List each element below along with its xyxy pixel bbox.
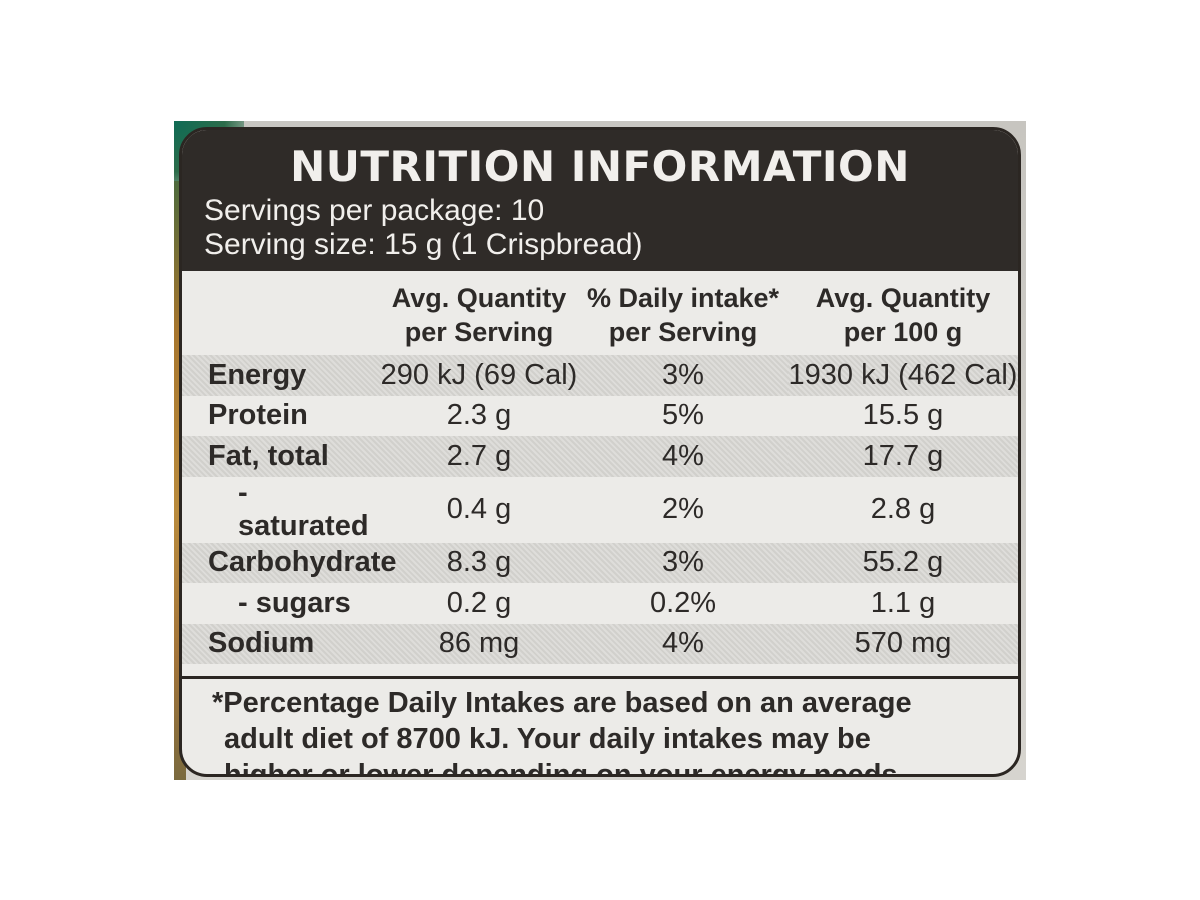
per-serving-value: 0.2 g: [446, 586, 512, 619]
header-line: Avg. Quantity: [391, 283, 567, 313]
table-row-sugars: - sugars 0.2 g 0.2% 1.1 g: [182, 583, 1018, 624]
footnote-line: adult diet of 8700 kJ. Your daily intake…: [224, 723, 871, 755]
daily-intake-value: 4%: [578, 623, 788, 664]
per-100g-value: 1930 kJ (462 Cal): [788, 355, 1018, 396]
panel-title: NUTRITION INFORMATION: [290, 142, 910, 191]
daily-intake-value: 3%: [578, 355, 788, 396]
nutrient-name: Fat, total: [182, 436, 380, 477]
serving-size: Serving size: 15 g (1 Crispbread): [204, 228, 643, 261]
header-line: % Daily intake*: [586, 283, 780, 313]
header-line: per Serving: [608, 317, 758, 347]
nutrient-name: - sugars: [238, 586, 351, 619]
per-serving-value: 8.3 g: [380, 542, 578, 583]
per-serving-value: 86 mg: [380, 623, 578, 664]
header-line: Avg. Quantity: [815, 283, 991, 313]
nutrient-name: Protein: [208, 399, 308, 432]
per-100g-value: 55.2 g: [788, 542, 1018, 583]
footnote-divider: [182, 676, 1018, 679]
header-line: per 100 g: [843, 317, 963, 347]
table-header-row: Avg. Quantity per Serving % Daily intake…: [182, 271, 1018, 355]
per-100g-value: 1.1 g: [870, 586, 936, 619]
table-row-energy: Energy 290 kJ (69 Cal) 3% 1930 kJ (462 C…: [182, 355, 1018, 396]
header-daily-intake: % Daily intake* per Serving: [578, 271, 788, 355]
footnote-line: higher or lower depending on your energy…: [224, 759, 906, 777]
table-row-saturated: - saturated 0.4 g 2% 2.8 g: [182, 477, 1018, 543]
table-row-sodium: Sodium 86 mg 4% 570 mg: [182, 623, 1018, 664]
daily-intake-value: 0.2%: [649, 586, 717, 619]
per-serving-value: 290 kJ (69 Cal): [380, 355, 578, 396]
product-photo: NUTRITION INFORMATION Servings per packa…: [174, 121, 1026, 780]
nutrient-name: - saturated: [238, 476, 369, 542]
header-avg-per-100g: Avg. Quantity per 100 g: [788, 271, 1018, 355]
table-row-fat-total: Fat, total 2.7 g 4% 17.7 g: [182, 436, 1018, 477]
per-100g-value: 15.5 g: [862, 399, 944, 432]
nutrition-table: Avg. Quantity per Serving % Daily intake…: [182, 271, 1018, 664]
nutrient-name: Carbohydrate: [182, 542, 397, 583]
table-row-carbohydrate: Carbohydrate 8.3 g 3% 55.2 g: [182, 542, 1018, 583]
daily-intake-value: 4%: [578, 436, 788, 477]
servings-per-package: Servings per package: 10: [204, 194, 545, 227]
per-100g-value: 17.7 g: [788, 436, 1018, 477]
per-serving-value: 2.3 g: [446, 399, 512, 432]
per-100g-value: 570 mg: [788, 623, 1018, 664]
panel-header: NUTRITION INFORMATION Servings per packa…: [182, 130, 1018, 271]
header-nutrient: [182, 271, 380, 355]
daily-intake-value: 3%: [578, 542, 788, 583]
table-row-protein: Protein 2.3 g 5% 15.5 g: [182, 396, 1018, 437]
footnote: *Percentage Daily Intakes are based on a…: [182, 679, 1018, 777]
daily-intake-value: 2%: [662, 493, 704, 525]
per-100g-value: 2.8 g: [870, 493, 936, 525]
header-line: per Serving: [404, 317, 554, 347]
header-avg-per-serving: Avg. Quantity per Serving: [380, 271, 578, 355]
nutrition-panel: NUTRITION INFORMATION Servings per packa…: [179, 127, 1021, 777]
daily-intake-value: 5%: [662, 399, 704, 432]
per-serving-value: 0.4 g: [446, 493, 512, 525]
nutrient-name: Sodium: [182, 623, 380, 664]
per-serving-value: 2.7 g: [380, 436, 578, 477]
footnote-line: *Percentage Daily Intakes are based on a…: [212, 687, 912, 719]
nutrient-name: Energy: [182, 355, 380, 396]
